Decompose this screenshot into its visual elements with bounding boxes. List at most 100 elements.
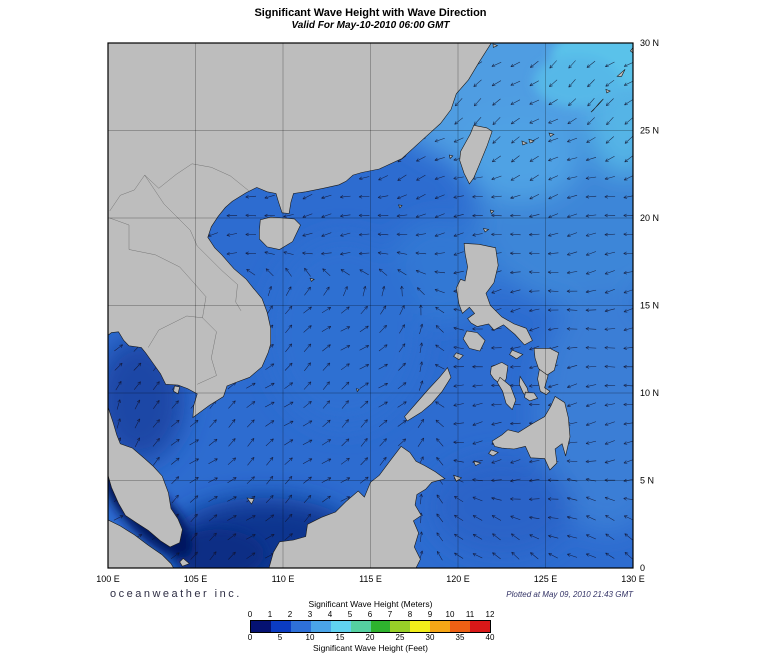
- lat-tick-label: 5 N: [640, 476, 654, 486]
- border-line: [144, 175, 242, 311]
- colorbar-title-meters: Significant Wave Height (Meters): [308, 599, 433, 609]
- wave-height-patch: [536, 288, 633, 533]
- feet-tick-label: 15: [335, 633, 345, 642]
- lat-tick-label: 10 N: [640, 388, 659, 398]
- lon-tick-label: 120 E: [446, 574, 470, 584]
- meters-tick-label: 5: [347, 610, 353, 619]
- plotted-timestamp: Plotted at May 09, 2010 21:43 GMT: [506, 590, 633, 599]
- landmass-jolo: [473, 460, 482, 467]
- land-masses: [108, 43, 633, 568]
- colorbar-segment: [370, 621, 391, 632]
- landmass-masbate: [509, 349, 524, 360]
- landmass-palawan: [404, 366, 452, 422]
- landmass-borneo: [268, 445, 446, 568]
- valid-time-subtitle: Valid For May-10-2010 06:00 GMT: [291, 20, 450, 31]
- landmass-amami: [616, 69, 626, 77]
- landmass-okinoerabu: [605, 88, 611, 94]
- wave-height-patch: [431, 457, 572, 556]
- landmass-penghu: [448, 154, 454, 160]
- landmass-phu-quoc: [173, 385, 181, 395]
- colorbar-segment: [450, 621, 471, 632]
- landmass-negros: [497, 376, 517, 411]
- lat-lon-gridlines: [108, 43, 633, 568]
- meters-tick-label: 9: [427, 610, 433, 619]
- landmass-babuyan: [482, 228, 490, 233]
- meters-tick-label: 4: [327, 610, 333, 619]
- landmass-mindanao: [491, 396, 571, 471]
- border-line: [109, 217, 207, 318]
- landmass-okinawa: [590, 98, 604, 113]
- meters-tick-label: 3: [307, 610, 313, 619]
- landmass-taiwan: [459, 124, 493, 185]
- colorbar-segment: [390, 621, 411, 632]
- colorbar-segment: [430, 621, 451, 632]
- colorbar-segment: [410, 621, 431, 632]
- lon-tick-label: 115 E: [359, 574, 382, 584]
- colorbar: Significant Wave Height (Meters) 0 1 2 3 4 5 6…: [247, 599, 495, 654]
- border-line: [148, 315, 203, 348]
- feet-tick-label: 5: [277, 633, 283, 642]
- landmass-sumatra: [108, 519, 174, 568]
- landmass-mindoro: [462, 330, 486, 352]
- landmass-luzon: [455, 243, 533, 346]
- colorbar-gradient: [250, 620, 491, 633]
- colorbar-segment: [470, 621, 491, 632]
- lat-tick-label: 30 N: [640, 38, 659, 48]
- landmass-spratly: [356, 388, 360, 393]
- meters-tick-label: 8: [407, 610, 413, 619]
- page-title: Significant Wave Height with Wave Direct…: [254, 7, 487, 19]
- colorbar-segment: [251, 621, 271, 632]
- colorbar-feet-ticks: 0 5 10 15 20 25 30 35 40: [247, 633, 495, 643]
- lon-tick-label: 125 E: [534, 574, 558, 584]
- landmass-iriomote: [521, 140, 528, 146]
- meters-tick-label: 0: [247, 610, 253, 619]
- feet-tick-label: 25: [395, 633, 405, 642]
- landmass-zhoushan: [492, 43, 499, 48]
- landmass-basilan: [488, 449, 499, 457]
- colorbar-segment: [350, 621, 371, 632]
- landmass-natuna: [246, 497, 255, 505]
- border-line: [197, 317, 217, 385]
- landmass-riau-islands: [179, 557, 190, 567]
- landmass-busuanga: [453, 352, 464, 361]
- lat-tick-label: 15 N: [640, 301, 659, 311]
- lon-tick-label: 105 E: [184, 574, 208, 584]
- landmass-ishigaki: [528, 138, 535, 144]
- feet-tick-label: 30: [425, 633, 435, 642]
- landmass-malay-peninsula: [108, 406, 183, 548]
- landmass-tokara: [629, 47, 633, 54]
- axis-tick-labels: 100 E 105 E 110 E 115 E 120 E 125 E 130 E0 5 N 1…: [96, 38, 659, 584]
- meters-tick-label: 6: [367, 610, 373, 619]
- colorbar-title-feet: Significant Wave Height (Feet): [313, 643, 428, 653]
- wave-height-patch: [265, 235, 423, 428]
- lat-tick-label: 0: [640, 563, 645, 573]
- landmass-samar: [533, 348, 559, 376]
- border-line: [109, 163, 250, 212]
- colorbar-segment: [270, 621, 291, 632]
- lat-tick-label: 20 N: [640, 213, 659, 223]
- lat-tick-label: 25 N: [640, 126, 659, 136]
- map-frame: [107, 42, 634, 569]
- lon-tick-label: 100 E: [96, 574, 120, 584]
- landmass-miyako: [548, 132, 555, 138]
- meters-tick-label: 1: [267, 610, 273, 619]
- gridline-path: [108, 43, 633, 568]
- landmass-batanes: [489, 209, 495, 215]
- landmass-paracel: [309, 277, 315, 282]
- wave-height-patch: [533, 55, 621, 108]
- feet-tick-label: 35: [455, 633, 465, 642]
- lon-tick-label: 130 E: [621, 574, 645, 584]
- landmass-pratas: [397, 204, 403, 209]
- feet-tick-label: 0: [247, 633, 253, 642]
- colorbar-segment: [290, 621, 311, 632]
- meters-tick-label: 10: [445, 610, 455, 619]
- oceanweather-logo-text: oceanweather inc.: [110, 588, 242, 600]
- country-borders: [109, 163, 250, 385]
- landmass-mainland-asia: [108, 43, 492, 419]
- meters-tick-label: 11: [465, 610, 475, 619]
- colorbar-segment: [310, 621, 331, 632]
- colorbar-meters-ticks: 0 1 2 3 4 5 6 7 8 9 10 11 12: [247, 610, 495, 620]
- meters-tick-label: 2: [287, 610, 293, 619]
